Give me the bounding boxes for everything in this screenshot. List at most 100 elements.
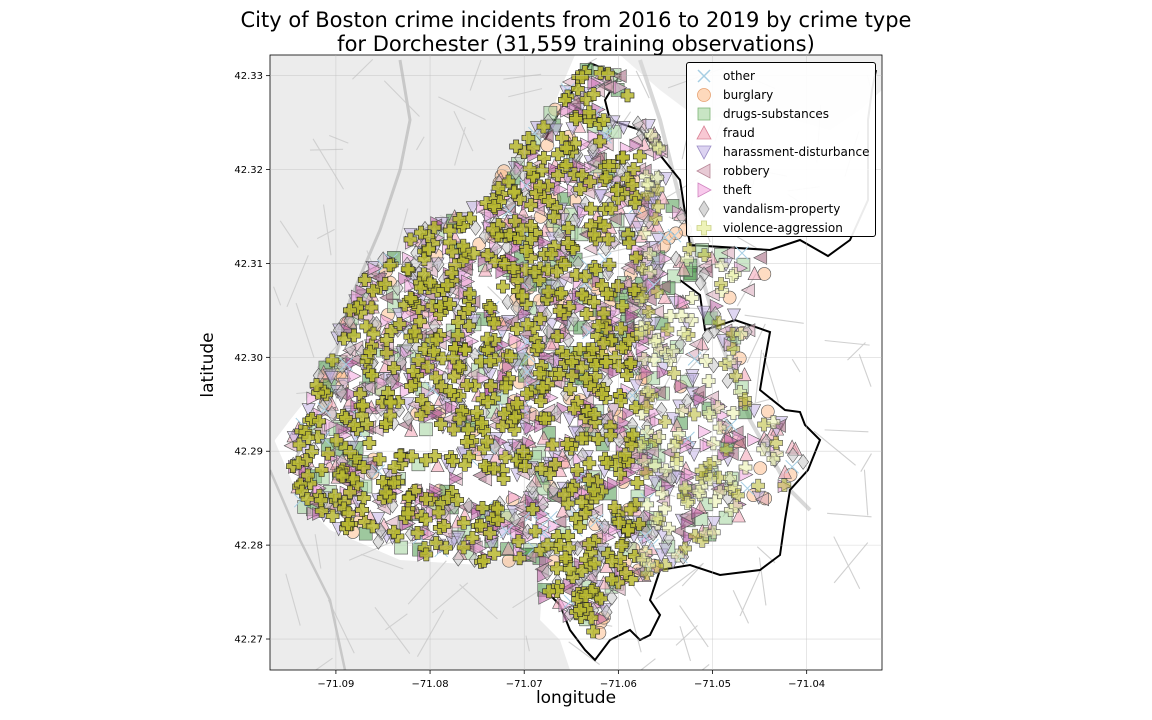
point-triangle-right (560, 103, 575, 118)
point-plus (405, 449, 419, 464)
point-plus (314, 493, 328, 508)
point-x (317, 402, 332, 417)
point-plus (565, 355, 579, 369)
point-plus (597, 218, 612, 233)
point-plus (615, 340, 629, 355)
point-x (543, 510, 558, 525)
point-plus (339, 411, 353, 425)
point-plus (550, 329, 565, 343)
point-triangle-down (562, 412, 577, 427)
point-plus (343, 485, 357, 500)
grid-lines (270, 55, 882, 670)
point-plus (480, 331, 495, 346)
point-plus (554, 286, 569, 301)
point-plus (427, 220, 442, 235)
street-segment (858, 354, 872, 387)
point-plus (363, 344, 377, 359)
point-plus (387, 361, 401, 375)
point-plus (383, 408, 398, 423)
point-triangle-right (376, 375, 391, 390)
street-segment (525, 635, 530, 652)
point-triangle-right (345, 387, 360, 402)
point-diamond (605, 589, 618, 606)
point-plus (644, 128, 658, 143)
point-plus (535, 380, 550, 395)
point-triangle-left (552, 514, 567, 529)
x-marker-icon (697, 68, 711, 83)
point-diamond (509, 511, 521, 528)
point-triangle-right (607, 365, 622, 380)
point-diamond (432, 256, 445, 273)
point-triangle-right (587, 76, 602, 91)
point-diamond (402, 410, 415, 427)
point-plus (305, 412, 319, 426)
point-plus (591, 319, 606, 333)
point-plus (574, 494, 589, 509)
point-plus (639, 466, 654, 480)
street-segment (273, 286, 282, 306)
street-segment (432, 582, 469, 614)
point-plus (378, 276, 393, 291)
point-plus (364, 300, 379, 315)
street-segment (754, 349, 763, 403)
x-tick-label: −71.05 (694, 679, 731, 690)
point-plus (452, 411, 467, 426)
point-plus (341, 506, 356, 521)
street-segment (626, 599, 642, 653)
point-diamond (675, 208, 688, 225)
point-triangle-up (657, 289, 672, 304)
point-diamond (501, 293, 514, 310)
point-diamond (662, 530, 675, 547)
street-segment (640, 658, 656, 670)
point-plus (738, 392, 752, 406)
legend-label: violence-aggression (723, 220, 843, 235)
point-plus (660, 322, 675, 337)
point-triangle-left (740, 283, 755, 298)
point-plus (329, 433, 344, 448)
point-triangle-right (617, 415, 632, 430)
point-plus (667, 439, 681, 454)
point-plus (560, 496, 575, 511)
point-plus (417, 342, 432, 356)
point-plus (589, 490, 604, 505)
point-plus (575, 70, 589, 85)
point-plus (366, 326, 381, 341)
x-axis-label: longitude (535, 688, 617, 708)
point-plus (731, 488, 745, 503)
point-plus (507, 185, 521, 200)
point-x (520, 365, 534, 379)
street-segment (701, 663, 710, 670)
point-triangle-down (651, 233, 666, 248)
point-plus (712, 420, 727, 435)
point-plus (510, 322, 524, 336)
point-triangle-right (608, 523, 623, 538)
point-square (419, 422, 433, 437)
point-plus (445, 273, 460, 288)
legend-item-burglary: burglary (695, 85, 773, 104)
point-plus (682, 242, 697, 256)
point-triangle-up (676, 261, 691, 276)
point-plus (563, 382, 578, 397)
point-plus (582, 472, 596, 487)
point-plus (325, 353, 340, 368)
point-plus (429, 370, 443, 385)
point-diamond (655, 401, 668, 418)
point-diamond (462, 497, 475, 514)
point-plus (585, 342, 600, 356)
point-plus (487, 461, 501, 476)
point-plus (450, 493, 465, 507)
legend-label: burglary (723, 87, 774, 102)
point-square (394, 540, 408, 555)
point-plus (726, 406, 741, 420)
point-plus (450, 328, 465, 343)
point-x (339, 357, 353, 372)
legend-item-theft: theft (695, 180, 751, 199)
point-triangle-right (461, 274, 476, 289)
point-plus (581, 404, 595, 418)
point-triangle-left (688, 337, 703, 352)
point-triangle-right (680, 516, 695, 531)
point-triangle-right (539, 553, 554, 568)
point-triangle-right (644, 483, 659, 498)
point-diamond (385, 373, 398, 390)
point-plus (537, 411, 552, 426)
